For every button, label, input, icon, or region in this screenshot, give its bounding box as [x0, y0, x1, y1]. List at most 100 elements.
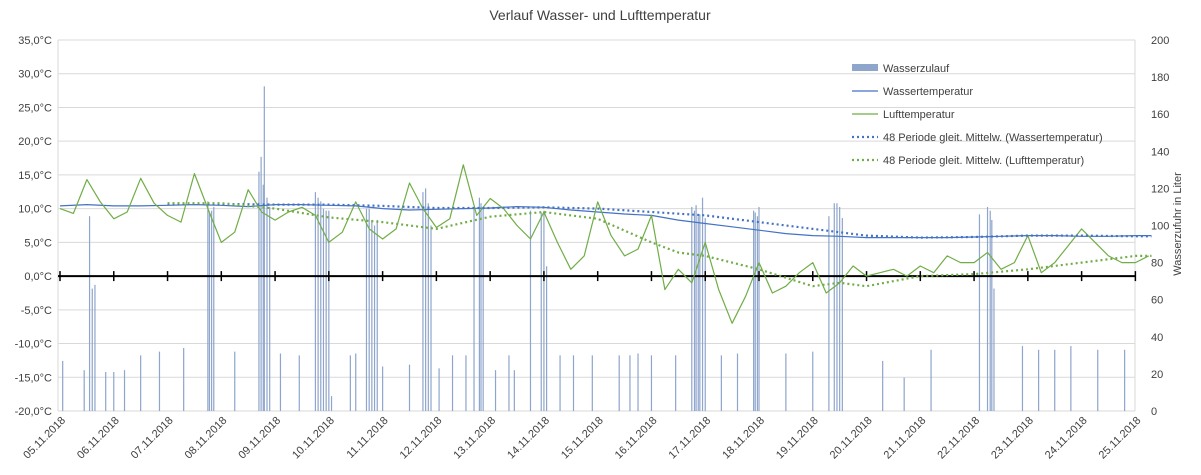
- bar: [978, 214, 981, 411]
- y-tick-label: -10,0°C: [15, 339, 52, 351]
- bar: [298, 355, 300, 411]
- y-tick-label: 0,0°C: [24, 271, 52, 283]
- x-tick-label: 15.11.2018: [559, 415, 606, 462]
- legend-label: Wassertemperatur: [883, 86, 973, 98]
- legend-label: 48 Periode gleit. Mittelw. (Lufttemperat…: [883, 155, 1084, 167]
- bar: [882, 360, 884, 411]
- y-tick-label: 25,0°C: [18, 102, 52, 114]
- y2-tick-label: 200: [1151, 35, 1169, 47]
- bar: [320, 201, 322, 411]
- bar: [330, 396, 333, 411]
- y2-tick-label: 20: [1151, 369, 1163, 381]
- bar: [839, 206, 841, 411]
- bar: [430, 225, 432, 411]
- bar: [376, 219, 378, 411]
- bar: [903, 377, 905, 411]
- bar: [695, 205, 697, 411]
- bar: [62, 360, 64, 411]
- bar: [1021, 346, 1024, 411]
- x-tick-label: 16.11.2018: [613, 415, 660, 462]
- y2-tick-label: 0: [1151, 406, 1157, 418]
- y-tick-label: -5,0°C: [21, 305, 52, 317]
- bar: [572, 355, 575, 411]
- legend-swatch: [852, 64, 878, 71]
- bar: [618, 355, 620, 411]
- bar: [546, 266, 548, 411]
- bar: [841, 218, 843, 411]
- x-tick-label: 21.11.2018: [882, 415, 929, 462]
- y-tick-label: 10,0°C: [18, 204, 52, 216]
- y2-tick-label: 140: [1151, 146, 1169, 158]
- y2-tick-label: 120: [1151, 183, 1169, 195]
- bar: [113, 372, 115, 411]
- bar: [349, 355, 351, 411]
- gridlines: [58, 39, 1135, 412]
- bar: [650, 355, 653, 411]
- bar: [425, 188, 427, 411]
- x-tick-label: 18.11.2018: [720, 415, 767, 462]
- bar: [1097, 349, 1099, 411]
- x-tick-label: 07.11.2018: [129, 415, 176, 462]
- bar: [368, 208, 370, 411]
- bar: [989, 210, 991, 411]
- bar: [371, 219, 373, 411]
- y-tick-label: 20,0°C: [18, 136, 52, 148]
- x-tick-label: 17.11.2018: [667, 415, 714, 462]
- bar: [508, 355, 510, 411]
- bar: [325, 210, 327, 411]
- bar: [373, 225, 376, 411]
- bar: [720, 355, 722, 411]
- bar: [94, 284, 96, 411]
- y2-tick-label: 80: [1151, 258, 1163, 270]
- bar: [930, 349, 932, 411]
- bar: [91, 288, 93, 411]
- bar: [123, 370, 126, 411]
- x-tick-label: 25.11.2018: [1097, 415, 1144, 462]
- bar: [234, 351, 236, 411]
- x-tick-label: 06.11.2018: [75, 415, 122, 462]
- bar: [704, 218, 706, 411]
- bar: [986, 206, 989, 411]
- bar: [208, 212, 211, 411]
- bar: [266, 197, 268, 411]
- y-tick-label: 30,0°C: [18, 69, 52, 81]
- bar: [183, 347, 185, 411]
- x-tick-label: 09.11.2018: [236, 415, 283, 462]
- bar: [317, 197, 319, 411]
- bar: [473, 206, 475, 411]
- y-tick-label: 5,0°C: [24, 237, 52, 249]
- bar: [465, 355, 467, 411]
- legend: Wasserzulauf Wassertemperatur Lufttemperat…: [852, 63, 1103, 167]
- bar: [260, 156, 262, 411]
- bar: [365, 208, 368, 411]
- legend-label: Wasserzulauf: [883, 63, 950, 75]
- bar: [756, 216, 758, 411]
- bar: [158, 351, 161, 411]
- bar: [422, 192, 424, 411]
- bar: [529, 210, 532, 411]
- y2-axis-title: Wasserzufuhr in Liter: [1172, 172, 1184, 276]
- bar: [408, 364, 411, 411]
- bar: [1037, 349, 1040, 411]
- x-tick-label: 05.11.2018: [21, 415, 68, 462]
- bar: [263, 86, 265, 411]
- series-line: [59, 164, 1150, 324]
- bar: [754, 212, 756, 411]
- bar: [812, 351, 814, 411]
- x-tick-label: 22.11.2018: [935, 415, 982, 462]
- y2-tick-label: 180: [1151, 72, 1169, 84]
- bar: [513, 370, 515, 411]
- bar: [328, 210, 330, 411]
- bar: [478, 197, 480, 411]
- bar: [480, 203, 482, 411]
- x-tick-label: 13.11.2018: [451, 415, 498, 462]
- bar: [629, 355, 631, 411]
- y-tick-label: -20,0°C: [15, 406, 52, 418]
- x-tick-label: 10.11.2018: [290, 415, 337, 462]
- x-tick-label: 14.11.2018: [505, 415, 552, 462]
- bar: [540, 212, 542, 411]
- y2-tick-label: 40: [1151, 332, 1163, 344]
- legend-label: Lufttemperatur: [883, 109, 955, 121]
- y-tick-label: 15,0°C: [18, 170, 52, 182]
